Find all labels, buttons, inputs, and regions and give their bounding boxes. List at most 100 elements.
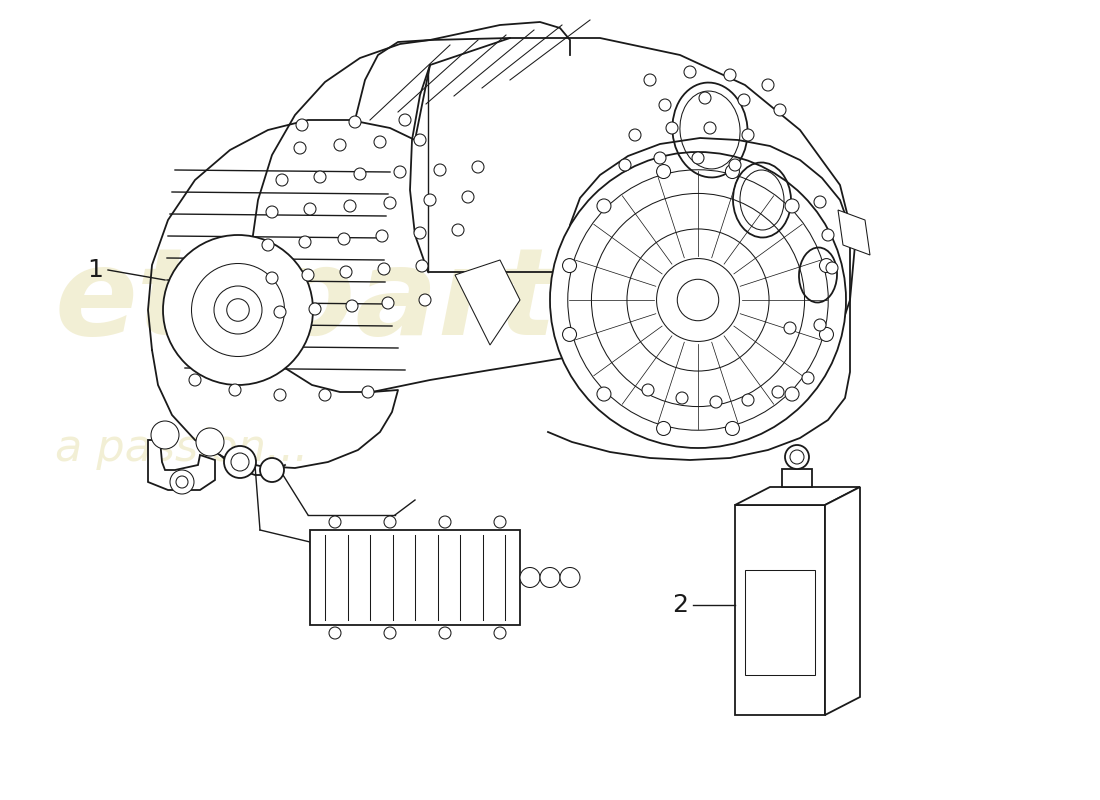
Circle shape	[266, 272, 278, 284]
Circle shape	[424, 194, 436, 206]
Circle shape	[644, 74, 656, 86]
Text: a passion...: a passion...	[55, 427, 308, 470]
Polygon shape	[838, 210, 870, 255]
Circle shape	[520, 567, 540, 587]
Circle shape	[785, 445, 808, 469]
Circle shape	[629, 129, 641, 141]
Circle shape	[742, 394, 754, 406]
Text: 2: 2	[672, 593, 688, 617]
Circle shape	[472, 161, 484, 173]
Circle shape	[378, 263, 390, 275]
Polygon shape	[735, 487, 860, 505]
Circle shape	[659, 99, 671, 111]
Circle shape	[774, 104, 786, 116]
Circle shape	[462, 191, 474, 203]
Circle shape	[294, 142, 306, 154]
Circle shape	[163, 235, 314, 385]
Circle shape	[826, 262, 838, 274]
Circle shape	[494, 627, 506, 639]
Circle shape	[820, 258, 834, 273]
Circle shape	[738, 94, 750, 106]
Circle shape	[684, 66, 696, 78]
Circle shape	[334, 139, 346, 151]
Polygon shape	[310, 530, 520, 625]
Circle shape	[170, 470, 194, 494]
Circle shape	[416, 260, 428, 272]
Circle shape	[344, 200, 356, 212]
Circle shape	[376, 230, 388, 242]
Circle shape	[724, 69, 736, 81]
Circle shape	[540, 567, 560, 587]
Circle shape	[657, 165, 671, 178]
Circle shape	[802, 372, 814, 384]
Circle shape	[562, 327, 576, 342]
Circle shape	[314, 171, 326, 183]
Circle shape	[394, 166, 406, 178]
Circle shape	[382, 297, 394, 309]
Circle shape	[597, 387, 611, 401]
Circle shape	[276, 174, 288, 186]
Circle shape	[666, 122, 678, 134]
Circle shape	[302, 269, 313, 281]
Circle shape	[725, 422, 739, 435]
Circle shape	[151, 421, 179, 449]
Text: 1: 1	[87, 258, 103, 282]
Polygon shape	[455, 260, 520, 345]
Polygon shape	[735, 505, 825, 715]
Circle shape	[189, 374, 201, 386]
Circle shape	[229, 384, 241, 396]
Circle shape	[309, 303, 321, 315]
Circle shape	[814, 319, 826, 331]
Circle shape	[452, 224, 464, 236]
Circle shape	[224, 446, 256, 478]
Circle shape	[822, 229, 834, 241]
Circle shape	[710, 396, 722, 408]
Polygon shape	[745, 570, 815, 675]
Circle shape	[657, 422, 671, 435]
Circle shape	[329, 516, 341, 528]
Circle shape	[742, 129, 754, 141]
Circle shape	[299, 236, 311, 248]
Circle shape	[262, 239, 274, 251]
Circle shape	[654, 152, 666, 164]
Circle shape	[338, 233, 350, 245]
Circle shape	[384, 627, 396, 639]
Circle shape	[274, 306, 286, 318]
Circle shape	[494, 516, 506, 528]
Circle shape	[619, 159, 631, 171]
Circle shape	[784, 322, 796, 334]
Circle shape	[399, 114, 411, 126]
Circle shape	[642, 384, 654, 396]
Circle shape	[692, 152, 704, 164]
Circle shape	[725, 165, 739, 178]
Circle shape	[434, 164, 446, 176]
Circle shape	[562, 258, 576, 273]
Circle shape	[349, 116, 361, 128]
Circle shape	[304, 203, 316, 215]
Circle shape	[374, 136, 386, 148]
Circle shape	[560, 567, 580, 587]
Circle shape	[329, 627, 341, 639]
Circle shape	[384, 516, 396, 528]
Circle shape	[785, 387, 799, 401]
Circle shape	[274, 389, 286, 401]
Text: etcparts: etcparts	[55, 243, 630, 360]
Circle shape	[362, 386, 374, 398]
Circle shape	[414, 134, 426, 146]
Circle shape	[439, 516, 451, 528]
Circle shape	[384, 197, 396, 209]
Circle shape	[762, 79, 774, 91]
Circle shape	[676, 392, 688, 404]
Circle shape	[196, 428, 224, 456]
Circle shape	[814, 196, 826, 208]
Circle shape	[704, 122, 716, 134]
Circle shape	[439, 627, 451, 639]
Circle shape	[340, 266, 352, 278]
Circle shape	[260, 458, 284, 482]
Circle shape	[820, 327, 834, 342]
Circle shape	[785, 199, 799, 213]
Circle shape	[354, 168, 366, 180]
Circle shape	[698, 92, 711, 104]
Polygon shape	[148, 440, 214, 490]
Circle shape	[319, 389, 331, 401]
